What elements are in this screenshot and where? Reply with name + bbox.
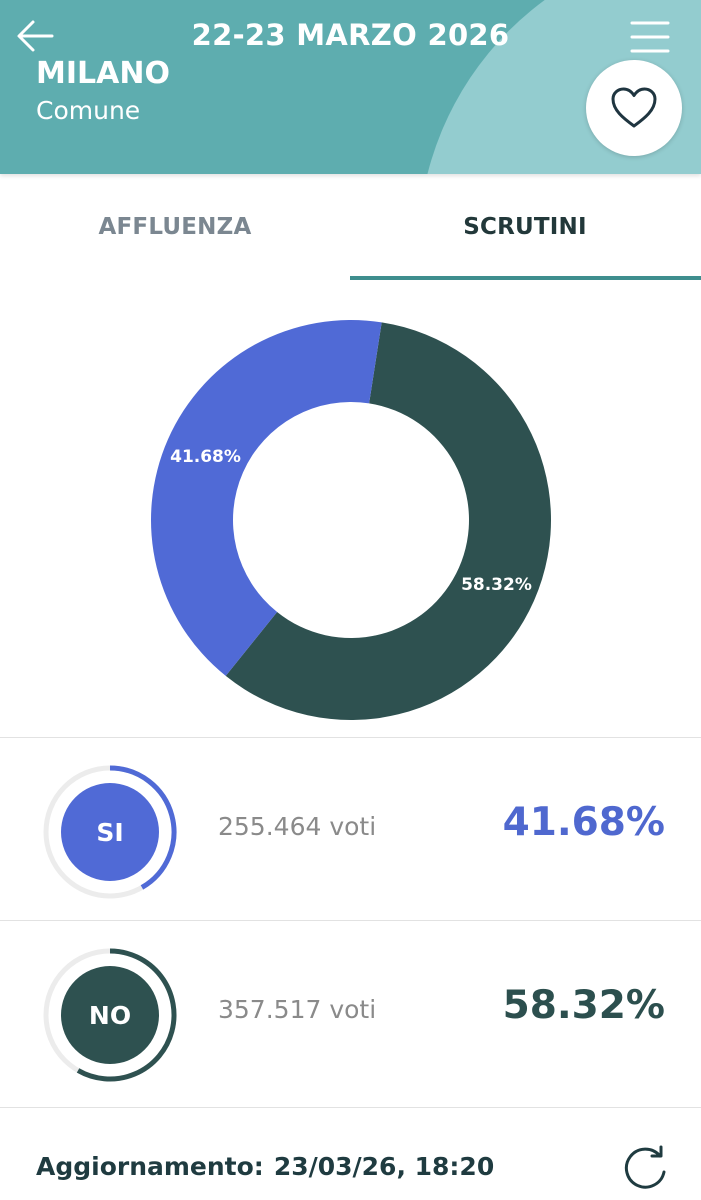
result-row-si: SI 255.464 voti 41.68% — [0, 740, 701, 920]
arrow-left-icon — [17, 20, 54, 52]
no-percent: 58.32% — [502, 983, 665, 1028]
slice-si-label: 41.68% — [170, 447, 241, 467]
update-info: Aggiornamento: 23/03/26, 18:20 — [36, 1152, 494, 1181]
si-percent: 41.68% — [502, 800, 665, 845]
divider — [0, 1107, 701, 1108]
election-date: 22-23 MARZO 2026 — [191, 18, 510, 52]
city-name: MILANO — [36, 56, 170, 91]
si-label: SI — [96, 818, 123, 847]
tab-bar: AFFLUENZA SCRUTINI — [0, 174, 701, 282]
update-footer: Aggiornamento: 23/03/26, 18:20 — [0, 1110, 701, 1200]
favorite-button[interactable] — [586, 60, 682, 156]
hamburger-menu-icon — [630, 21, 670, 53]
city-type: Comune — [36, 96, 141, 125]
results-donut-chart: 58.32% 41.68% — [151, 320, 551, 720]
no-label: NO — [89, 1001, 131, 1030]
app-header: 22-23 MARZO 2026 MILANO Comune — [0, 0, 701, 174]
update-label: Aggiornamento: — [36, 1152, 264, 1181]
slice-no-label: 58.32% — [461, 575, 532, 595]
refresh-icon — [624, 1145, 666, 1189]
result-row-no: NO 357.517 voti 58.32% — [0, 923, 701, 1103]
active-tab-indicator — [350, 276, 701, 280]
heart-icon — [611, 87, 657, 128]
back-button[interactable] — [12, 14, 58, 58]
no-votes: 357.517 voti — [218, 995, 377, 1024]
tab-affluenza[interactable]: AFFLUENZA — [98, 214, 252, 240]
si-votes: 255.464 voti — [218, 812, 377, 841]
update-timestamp: 23/03/26, 18:20 — [273, 1152, 495, 1181]
divider — [0, 920, 701, 921]
menu-button[interactable] — [628, 18, 672, 58]
refresh-button[interactable] — [620, 1142, 672, 1194]
si-progress-ring: SI — [43, 765, 177, 899]
divider — [0, 737, 701, 738]
slice-si — [151, 320, 382, 676]
no-progress-ring: NO — [43, 948, 177, 1082]
tab-scrutini[interactable]: SCRUTINI — [463, 214, 587, 240]
slice-no — [225, 322, 551, 720]
